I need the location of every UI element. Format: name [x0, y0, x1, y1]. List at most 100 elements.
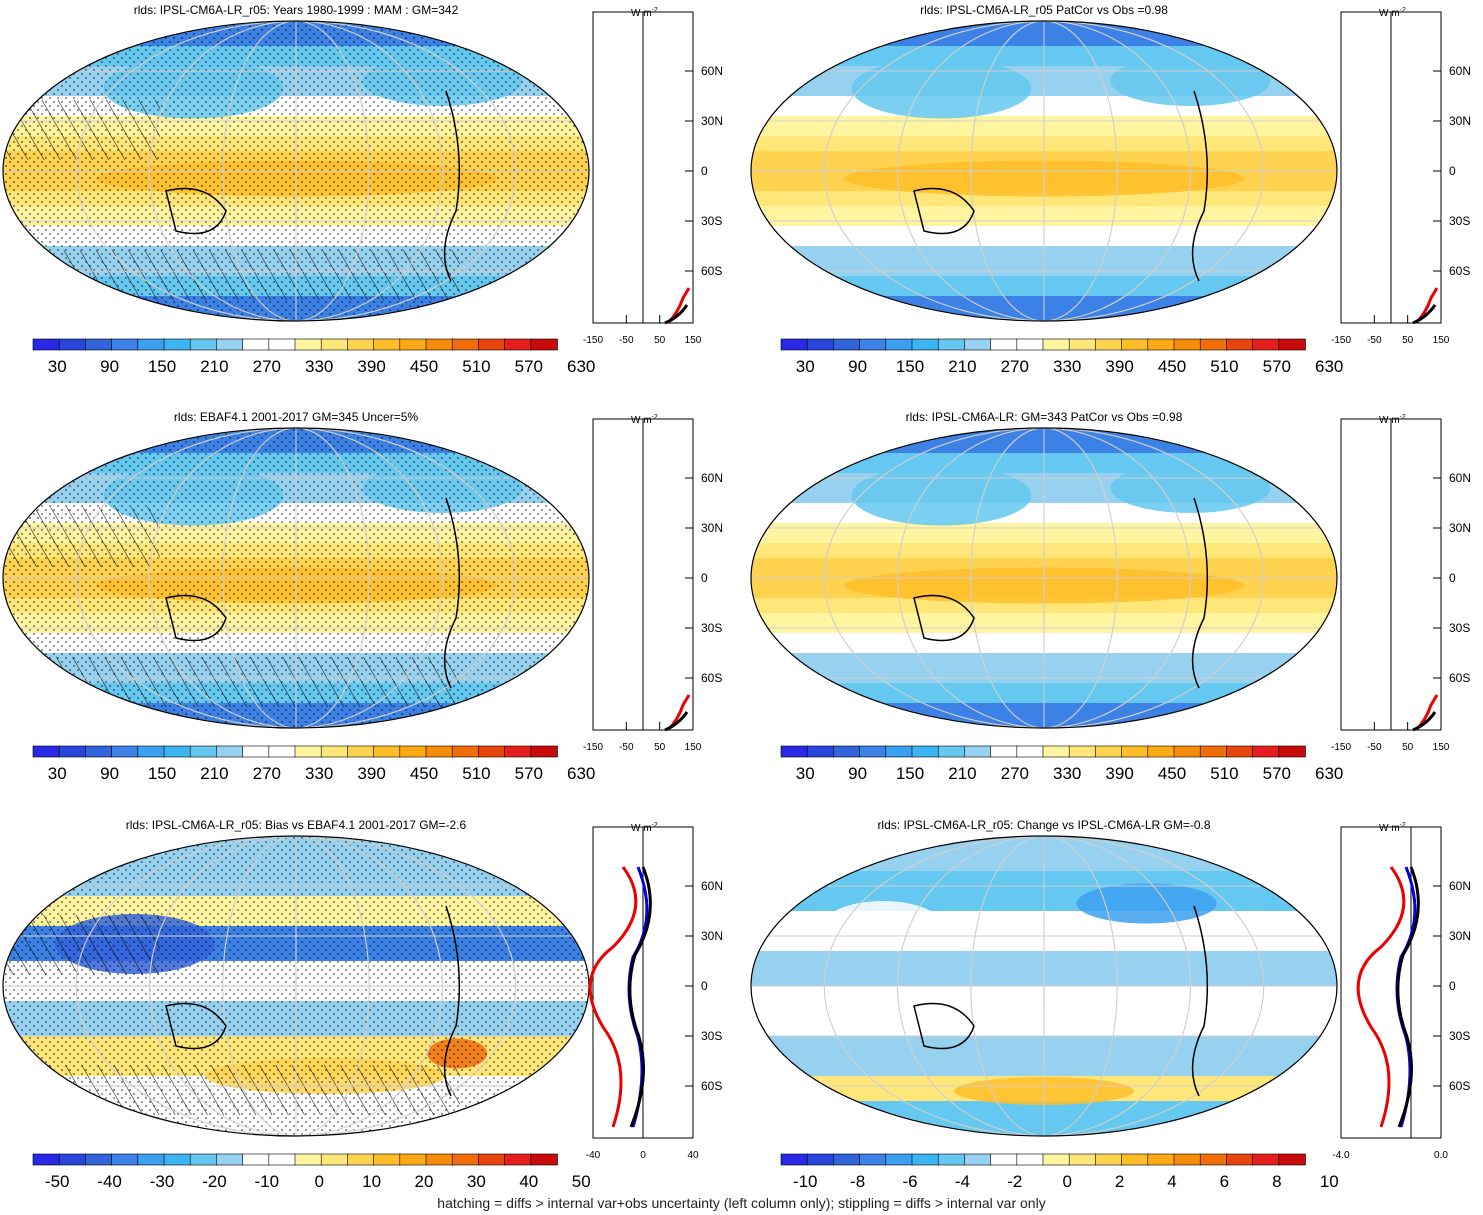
colorbar-label: -20	[202, 1172, 227, 1191]
map-band	[751, 231, 1337, 237]
map-band	[751, 871, 1337, 877]
hatching	[3, 915, 160, 975]
colorbar-label: 30	[467, 1172, 486, 1191]
colorbar-label: 510	[1210, 764, 1238, 783]
map-band	[751, 901, 1337, 907]
colorbar-swatch	[478, 745, 506, 758]
profile-xtick-label: 150	[685, 335, 702, 346]
colorbar-swatch	[990, 745, 1018, 758]
colorbar-swatch	[1121, 338, 1149, 351]
map-band	[751, 101, 1337, 107]
profile-unit: W m-2	[1379, 7, 1406, 19]
colorbar-swatch	[937, 745, 966, 758]
colorbar-swatch	[320, 338, 349, 351]
profile-unit: W m-2	[631, 7, 658, 19]
colorbar-swatch	[885, 745, 913, 758]
colorbar-swatch	[964, 745, 992, 758]
colorbar-swatch	[1042, 1153, 1071, 1166]
map-band	[751, 126, 1337, 132]
coastline	[443, 905, 461, 1097]
colorbar-label: 6	[1220, 1172, 1229, 1191]
map-band	[751, 638, 1337, 644]
colorbar-swatch	[399, 1153, 427, 1166]
colorbar-swatch	[320, 745, 349, 758]
map-band	[751, 703, 1337, 709]
profile-xtick-label: -150	[1331, 742, 1351, 753]
colorbar-swatch	[1016, 745, 1044, 758]
colorbar-swatch	[1042, 745, 1071, 758]
map-border	[2, 427, 590, 729]
map-band	[751, 533, 1337, 539]
colorbar-label: 450	[410, 764, 438, 783]
map-band	[751, 976, 1337, 982]
colorbar-label: -50	[45, 1172, 70, 1191]
coastline	[913, 594, 975, 642]
map-band	[751, 1011, 1337, 1017]
profile-curve-black	[664, 711, 689, 732]
map-band	[751, 896, 1337, 902]
profile-ytick-label: 60S	[701, 671, 722, 685]
profile-xtick-label: -150	[583, 742, 603, 753]
colorbar-swatch	[1121, 1153, 1149, 1166]
colorbar-label: 390	[1105, 357, 1133, 376]
colorbar-swatch	[216, 1153, 244, 1166]
colorbar-swatch	[964, 338, 992, 351]
map-band	[751, 1061, 1337, 1067]
colorbar-swatch	[833, 338, 861, 351]
map-band	[751, 151, 1337, 157]
map-band	[751, 713, 1337, 719]
colorbar-swatch	[373, 745, 401, 758]
colorbar-swatch	[85, 745, 113, 758]
profile-unit: W m-2	[631, 414, 658, 426]
hatching	[40, 657, 460, 707]
colorbar: 30 90 150 210 270 330 390 450 510 570 630	[780, 745, 1343, 783]
map-band	[751, 96, 1337, 102]
colorbar-swatch	[1147, 1153, 1175, 1166]
profile-xtick-label: 150	[1433, 335, 1450, 346]
colorbar-swatch	[347, 745, 375, 758]
colorbar-swatch	[137, 338, 165, 351]
map-band	[751, 668, 1337, 674]
map-band	[751, 1126, 1337, 1132]
panel-5: rlds: IPSL-CM6A-LR_r05: Bias vs EBAF4.1 …	[2, 818, 723, 1191]
map-band	[751, 603, 1337, 609]
map-band	[751, 846, 1337, 852]
profile-unit: W m-2	[1379, 822, 1406, 834]
colorbar-label: 30	[48, 764, 67, 783]
colorbar: -50 -40 -30 -20 -10 0 10 20 30 40 50	[32, 1153, 591, 1191]
colorbar-label: 2	[1115, 1172, 1124, 1191]
map-band	[751, 1051, 1337, 1057]
colorbar-swatch	[859, 745, 887, 758]
panel-4: rlds: IPSL-CM6A-LR: GM=343 PatCor vs Obs…	[750, 410, 1471, 783]
colorbar-swatch	[163, 745, 192, 758]
map-band	[751, 653, 1337, 659]
map-band	[751, 518, 1337, 524]
coastline	[1191, 905, 1209, 1097]
colorbar-swatch	[163, 1153, 192, 1166]
profile-ytick-label: 30N	[701, 929, 723, 943]
profile-frame	[1340, 826, 1442, 1139]
colorbar-label: -40	[97, 1172, 122, 1191]
profile-ytick-label: 30S	[1449, 1029, 1470, 1043]
colorbar-label: 450	[1158, 764, 1186, 783]
colorbar-label: 390	[1105, 764, 1133, 783]
map-band	[751, 1041, 1337, 1047]
profile-ytick-label: 60N	[1449, 64, 1471, 78]
colorbar-swatch	[990, 338, 1018, 351]
map-band	[751, 718, 1337, 724]
map-band	[751, 683, 1337, 689]
colorbar-swatch	[1278, 745, 1306, 758]
colorbar-label: 390	[357, 764, 385, 783]
map-band	[751, 693, 1337, 699]
colorbar-swatch	[111, 745, 139, 758]
colorbar-swatch	[1278, 338, 1306, 351]
colorbar-swatch	[347, 338, 375, 351]
colorbar-swatch	[347, 1153, 375, 1166]
colorbar-label: -10	[255, 1172, 280, 1191]
map-band	[751, 503, 1337, 509]
colorbar-swatch	[504, 338, 532, 351]
map-blob	[1076, 883, 1217, 924]
colorbar-swatch	[937, 1153, 966, 1166]
panel-3: rlds: EBAF4.1 2001-2017 GM=345 Uncer=5% W…	[2, 410, 723, 783]
colorbar: -10 -8 -6 -4 -2 0 2 4 6 8 10	[780, 1153, 1339, 1191]
